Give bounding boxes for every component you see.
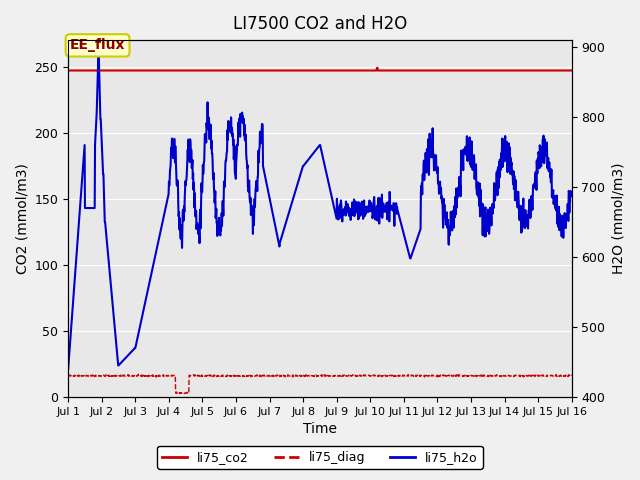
- Text: EE_flux: EE_flux: [70, 38, 125, 52]
- Y-axis label: CO2 (mmol/m3): CO2 (mmol/m3): [15, 163, 29, 274]
- Legend: li75_co2, li75_diag, li75_h2o: li75_co2, li75_diag, li75_h2o: [157, 446, 483, 469]
- X-axis label: Time: Time: [303, 422, 337, 436]
- Title: LI7500 CO2 and H2O: LI7500 CO2 and H2O: [233, 15, 407, 33]
- Y-axis label: H2O (mmol/m3): H2O (mmol/m3): [611, 163, 625, 274]
